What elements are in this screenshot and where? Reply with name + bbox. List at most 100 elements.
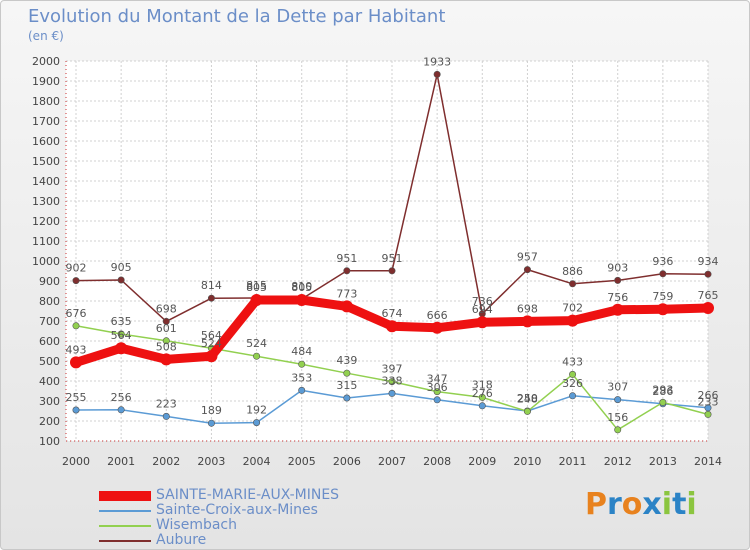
data-point (614, 396, 622, 404)
x-tick-label: 2004 (243, 455, 271, 468)
data-point (343, 369, 351, 377)
data-label: 934 (698, 255, 719, 268)
y-tick-label: 1300 (32, 195, 60, 208)
data-label: 1933 (423, 55, 451, 68)
data-label: 601 (156, 322, 177, 335)
chart-title: Evolution du Montant de la Dette par Hab… (28, 6, 446, 27)
data-label: 439 (336, 354, 357, 367)
data-point (478, 393, 486, 401)
legend-label: Aubure (156, 532, 207, 548)
data-label: 756 (607, 291, 628, 304)
legend-label: SAINTE-MARIE-AUX-MINES (156, 487, 340, 503)
data-point (253, 352, 261, 360)
data-point (207, 294, 215, 302)
data-point (298, 360, 306, 368)
data-point (569, 392, 577, 400)
data-label: 248 (517, 392, 538, 405)
data-label: 694 (472, 303, 493, 316)
data-label: 508 (156, 340, 177, 353)
legend-label: Sainte-Croix-aux-Mines (156, 502, 318, 518)
y-tick-label: 1900 (32, 75, 60, 88)
logo-letter: P (585, 487, 607, 522)
data-label: 902 (66, 262, 87, 275)
data-label: 286 (652, 385, 673, 398)
data-label: 936 (652, 255, 673, 268)
data-label: 903 (607, 261, 628, 274)
y-tick-label: 400 (39, 375, 60, 388)
data-label: 315 (336, 379, 357, 392)
data-point (659, 270, 667, 278)
proxiti-logo: Proxiti (585, 487, 697, 522)
data-point (162, 337, 170, 345)
data-point (569, 280, 577, 288)
data-label: 564 (201, 329, 222, 342)
data-point (388, 389, 396, 397)
data-label: 353 (291, 371, 312, 384)
data-label: 192 (246, 404, 267, 417)
data-label: 326 (562, 377, 583, 390)
x-tick-label: 2013 (649, 455, 677, 468)
data-point (388, 378, 396, 386)
data-label: 698 (156, 302, 177, 315)
y-tick-label: 1600 (32, 135, 60, 148)
logo-letter: i (686, 487, 697, 522)
data-label: 905 (111, 261, 132, 274)
data-point (295, 294, 308, 306)
data-point (388, 267, 396, 275)
data-point (431, 321, 444, 334)
y-tick-label: 100 (39, 435, 60, 448)
data-label: 255 (66, 391, 87, 404)
logo-letter: i (661, 487, 673, 522)
data-point (72, 277, 80, 285)
x-tick-label: 2012 (604, 455, 632, 468)
data-label: 233 (698, 395, 719, 408)
data-point (611, 303, 624, 316)
data-label: 814 (201, 279, 222, 292)
data-point (521, 315, 534, 328)
data-label: 810 (291, 280, 312, 293)
logo-letter: t (672, 487, 687, 522)
y-tick-label: 1500 (32, 155, 60, 168)
data-point (614, 426, 622, 434)
y-tick-label: 500 (39, 355, 60, 368)
y-tick-label: 1400 (32, 175, 60, 188)
x-tick-label: 2011 (559, 455, 587, 468)
y-tick-label: 1800 (32, 95, 60, 108)
x-tick-label: 2009 (468, 455, 496, 468)
data-point (523, 266, 531, 274)
data-label: 433 (562, 355, 583, 368)
data-point (386, 320, 398, 333)
data-label: 347 (427, 373, 448, 386)
chart-unit-label: (en €) (28, 29, 64, 43)
data-label: 635 (111, 315, 132, 328)
data-label: 736 (472, 295, 493, 308)
data-point (566, 314, 579, 327)
data-label: 957 (517, 251, 538, 264)
data-point (207, 419, 215, 427)
legend-swatch (99, 491, 151, 501)
data-point (117, 406, 125, 414)
data-point (162, 412, 170, 420)
legend-swatch (99, 540, 151, 542)
data-point (433, 70, 441, 78)
data-point (115, 342, 128, 355)
data-point (656, 303, 669, 316)
y-tick-label: 900 (39, 275, 60, 288)
data-point (162, 317, 170, 325)
legend-swatch (99, 510, 151, 512)
data-label: 815 (246, 279, 267, 292)
x-tick-label: 2003 (197, 455, 225, 468)
x-tick-label: 2007 (378, 455, 406, 468)
data-point (343, 394, 351, 402)
y-tick-label: 800 (39, 295, 60, 308)
data-label: 493 (66, 343, 87, 356)
y-tick-label: 300 (39, 395, 60, 408)
data-label: 293 (652, 383, 673, 396)
data-label: 306 (427, 381, 448, 394)
data-point (659, 398, 667, 406)
data-label: 886 (562, 265, 583, 278)
data-label: 223 (156, 397, 177, 410)
x-tick-label: 2008 (423, 455, 451, 468)
data-point (704, 270, 712, 278)
